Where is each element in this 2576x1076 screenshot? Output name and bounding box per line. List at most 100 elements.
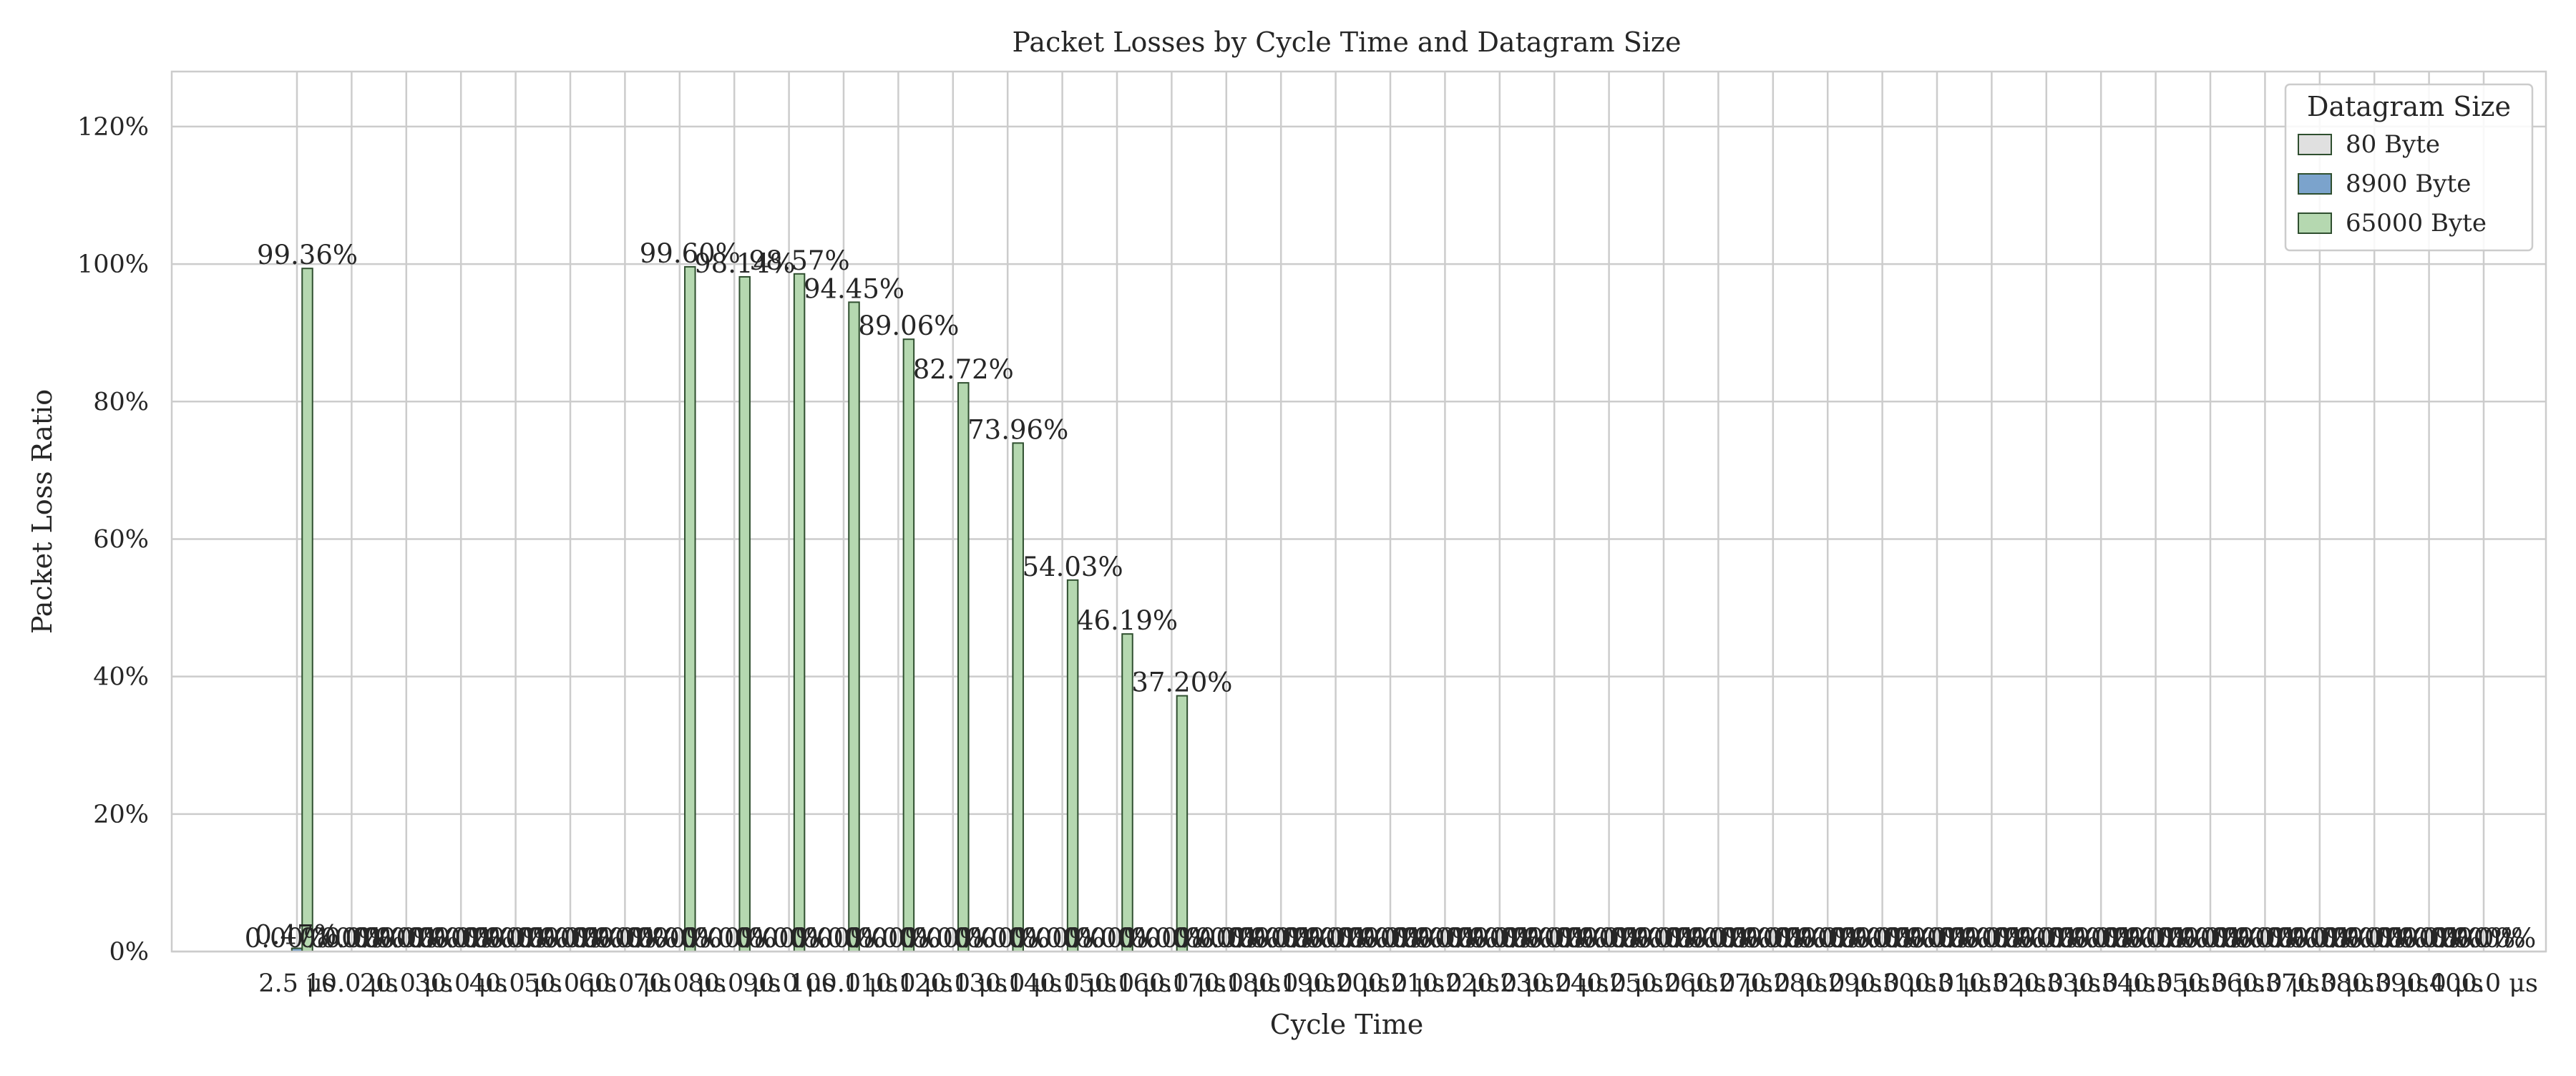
- bars: [291, 265, 1189, 953]
- bar-value-label: 0.00%: [1392, 923, 1477, 954]
- x-tick-label: 210.0 μs: [1390, 969, 1499, 998]
- x-tick-label: 390.0 μs: [2375, 969, 2484, 998]
- grid: [172, 72, 2546, 953]
- bar-value-label: 0.00%: [1195, 923, 1279, 954]
- x-tick-label: 190.0 μs: [1282, 969, 1390, 998]
- y-tick-label: 100%: [77, 250, 149, 279]
- y-tick-label: 120%: [77, 113, 149, 142]
- bar: [738, 275, 751, 953]
- x-tick-label: 320.0 μs: [1992, 969, 2101, 998]
- x-tick-label: 280.0 μs: [1773, 969, 1882, 998]
- x-tick-label: 330.0 μs: [2046, 969, 2155, 998]
- bar-value-label: 0.00%: [1556, 923, 1641, 954]
- legend-swatch: [2298, 134, 2332, 155]
- x-tick-label: 340.0 μs: [2102, 969, 2210, 998]
- bar-value-label: 0.00%: [1283, 923, 1367, 954]
- bar-value-label: 0.00%: [2069, 923, 2154, 954]
- bar-value-label: 0.00%: [1075, 923, 1159, 954]
- bar-value-label: 0.00%: [2004, 923, 2089, 954]
- bar-value-label: 0.00%: [682, 923, 766, 954]
- x-axis-label: Cycle Time: [1270, 1009, 1424, 1040]
- bar-value-label: 0.00%: [2343, 923, 2427, 954]
- bar-value-label: 0.00%: [1666, 923, 1750, 954]
- bar-value-label: 82.72%: [913, 354, 1014, 385]
- bar-value-label: 98.57%: [749, 245, 850, 276]
- bar-value-label: 0.00%: [518, 923, 602, 954]
- x-tick-label: 50.0 μs: [524, 969, 617, 998]
- bar-value-label: 0.00%: [1338, 923, 1423, 954]
- x-tick-label: 290.0 μs: [1828, 969, 1937, 998]
- bar-value-label: 0.00%: [1512, 923, 1596, 954]
- legend: Datagram Size 80 Byte 8900 Byte 65000 Byte: [2284, 83, 2534, 252]
- legend-swatch: [2298, 173, 2332, 195]
- bar-value-label: 98.14%: [694, 248, 795, 279]
- bar-value-label: 0.00%: [2212, 923, 2297, 954]
- legend-entry-label: 65000 Byte: [2346, 209, 2487, 238]
- x-tick-label: 350.0 μs: [2156, 969, 2265, 998]
- bar-value-label: 0.00%: [2322, 923, 2406, 954]
- bar-value-label: 0.00%: [2441, 923, 2526, 954]
- bar-value-label: 0.00%: [583, 923, 668, 954]
- bar-value-label: 0.00%: [2431, 923, 2516, 954]
- bar-value-label: 0.00%: [1895, 923, 1979, 954]
- bar-value-label: 0.00%: [1611, 923, 1696, 954]
- x-tick-label: 30.0 μs: [414, 969, 507, 998]
- plot-frame: [170, 70, 2547, 953]
- bar-value-label: 0.00%: [1796, 923, 1880, 954]
- bar-value-label: 0.00%: [2103, 923, 2187, 954]
- bar-value-label: 99.60%: [640, 238, 741, 269]
- bar-value-label: 0.00%: [1721, 923, 1805, 954]
- bar-value-label: 0.00%: [2376, 923, 2461, 954]
- x-tick-label: 300.0 μs: [1883, 969, 1991, 998]
- bar-value-label: 54.03%: [1023, 552, 1123, 582]
- bar-value-label: 0.00%: [1840, 923, 1925, 954]
- y-axis-label: Packet Loss Ratio: [26, 389, 58, 634]
- bar-value-label: 0.00%: [1119, 923, 1204, 954]
- x-tick-label: 2.5 μs: [258, 969, 336, 998]
- bar-value-label: 0.00%: [1010, 923, 1094, 954]
- x-tick-label: 130.0 μs: [953, 969, 1062, 998]
- bar-value-label: 0.00%: [1130, 923, 1214, 954]
- bar-value-label: 0.00%: [320, 923, 404, 954]
- x-tick-label: 230.0 μs: [1500, 969, 1609, 998]
- bar-value-label: 89.06%: [858, 310, 959, 341]
- y-tick-label: 60%: [93, 525, 149, 554]
- bar-value-label: 0.00%: [1249, 923, 1334, 954]
- x-tick-label: 100.0 μs: [789, 969, 898, 998]
- bar-value-label: 0.00%: [791, 923, 876, 954]
- legend-box: [2284, 83, 2534, 252]
- bar-value-label: 0.00%: [2168, 923, 2253, 954]
- y-tick-label: 40%: [93, 663, 149, 692]
- bar-value-label: 0.00%: [375, 923, 459, 954]
- bar-value-label: 0.00%: [1632, 923, 1717, 954]
- x-tick-label: 60.0 μs: [579, 969, 672, 998]
- bar-value-label: 0.00%: [1775, 923, 1860, 954]
- bar-value-label: 0.00%: [2223, 923, 2308, 954]
- bar-value-label: 0.00%: [1413, 923, 1498, 954]
- bar-value-label: 0.00%: [2114, 923, 2198, 954]
- bar-value-label: 0.00%: [1184, 923, 1269, 954]
- bar-value-label: 0.00%: [1906, 923, 1990, 954]
- bar-value-label: 0.00%: [419, 923, 503, 954]
- x-tick-label: 120.0 μs: [899, 969, 1008, 998]
- bar-value-label: 0.00%: [1065, 923, 1149, 954]
- legend-entry-label: 8900 Byte: [2346, 170, 2471, 198]
- x-tick-label: 150.0 μs: [1063, 969, 1171, 998]
- bar-value-label: 0.00%: [1294, 923, 1378, 954]
- bar-value-label: 0.00%: [1960, 923, 2044, 954]
- bar: [1012, 442, 1024, 952]
- x-tick-label: 250.0 μs: [1609, 969, 1718, 998]
- legend-entry-label: 80 Byte: [2346, 130, 2440, 159]
- bar-value-label: 0.00%: [1502, 923, 1586, 954]
- bar-value-label: 0.00%: [1359, 923, 1443, 954]
- x-tick-label: 70.0 μs: [633, 969, 726, 998]
- bar-value-label: 0.00%: [1523, 923, 1607, 954]
- x-tick-label: 10.0 μs: [306, 969, 399, 998]
- x-tick-label: 260.0 μs: [1664, 969, 1772, 998]
- x-tick-label: 220.0 μs: [1445, 969, 1554, 998]
- x-tick-label: 380.0 μs: [2320, 969, 2429, 998]
- bar-value-label: 0.00%: [1830, 923, 1914, 954]
- legend-swatch: [2298, 212, 2332, 234]
